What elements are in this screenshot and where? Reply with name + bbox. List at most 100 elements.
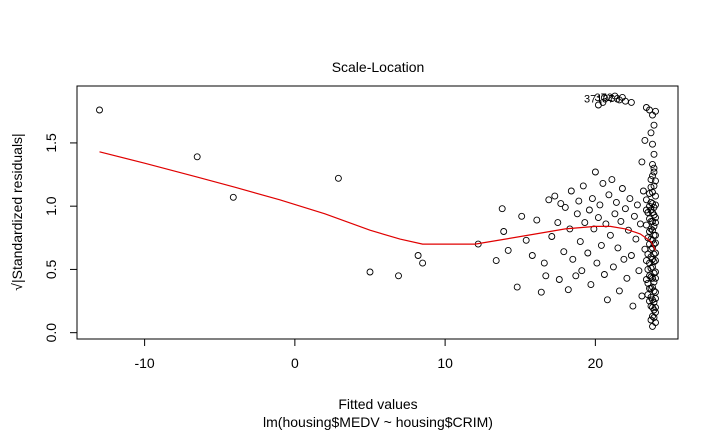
data-point (642, 221, 650, 229)
data-point (621, 205, 629, 213)
data-point (641, 136, 649, 144)
y-tick-label: 1.5 (43, 133, 59, 153)
data-point (500, 228, 508, 235)
data-point (96, 106, 103, 114)
data-point (617, 217, 625, 225)
data-point (638, 292, 646, 300)
data-point (636, 220, 644, 228)
data-point (419, 259, 427, 267)
labeled-data-point (600, 93, 608, 101)
data-point (649, 322, 656, 330)
data-point (649, 274, 656, 282)
data-point (540, 259, 548, 267)
data-point (623, 274, 631, 282)
data-point (334, 174, 342, 182)
data-point (193, 153, 201, 161)
data-point (618, 185, 626, 192)
point-label: 372 (595, 92, 613, 104)
x-axis-label: Fitted values (338, 396, 417, 412)
point-label: 371 (584, 93, 602, 105)
data-point (518, 212, 526, 220)
data-point (603, 296, 611, 304)
data-point (652, 107, 659, 115)
data-point (578, 267, 586, 275)
data-point (599, 179, 607, 187)
data-point (569, 255, 577, 263)
data-point (395, 272, 402, 280)
data-point (548, 233, 556, 240)
x-tick-label: 0 (291, 355, 299, 371)
data-point (649, 140, 656, 148)
x-axis: -10 0 10 20 (134, 338, 604, 371)
data-point (652, 177, 659, 185)
data-point (229, 193, 237, 201)
data-point (650, 250, 658, 258)
y-axis-label: √|Standardized residuals| (9, 133, 25, 290)
data-point (652, 274, 659, 282)
data-point (366, 268, 374, 276)
data-point (644, 291, 652, 299)
data-point (650, 168, 658, 176)
data-point (629, 302, 637, 310)
data-point (632, 235, 640, 243)
data-point (647, 264, 655, 272)
data-point (600, 271, 608, 278)
data-point (561, 203, 569, 211)
data-point (593, 259, 601, 267)
data-point (650, 121, 658, 129)
data-point (594, 214, 602, 222)
data-point (642, 276, 650, 283)
data-point (554, 219, 562, 227)
data-point (528, 252, 536, 259)
data-point (545, 196, 553, 204)
data-point (564, 286, 572, 294)
labeled-data-point (611, 92, 619, 100)
data-point (590, 225, 598, 233)
data-point (614, 244, 622, 252)
data-point (542, 272, 550, 280)
data-point (650, 269, 658, 277)
data-point (650, 164, 658, 172)
data-point (612, 198, 620, 206)
x-tick-label: -10 (134, 355, 154, 371)
model-formula-label: lm(housing$MEDV ~ housing$CRIM) (263, 414, 493, 430)
point-label: 373 (602, 93, 620, 105)
data-point (647, 225, 655, 233)
data-point (652, 192, 659, 200)
labeled-data-point (618, 93, 626, 101)
data-point (557, 200, 565, 208)
data-point (627, 252, 635, 259)
data-point (605, 191, 613, 199)
data-point (596, 201, 604, 209)
data-point (647, 316, 655, 324)
data-point (647, 129, 655, 137)
data-point (533, 216, 541, 224)
data-point (620, 255, 628, 263)
smooth-line (99, 151, 657, 251)
x-tick-label: 10 (437, 355, 453, 371)
data-point (611, 210, 619, 218)
y-tick-label: 0.5 (43, 259, 59, 279)
data-point (650, 231, 658, 239)
data-point (644, 265, 652, 273)
data-point (627, 98, 635, 106)
data-point (649, 200, 656, 208)
data-point (649, 172, 656, 180)
data-point (633, 201, 641, 209)
data-point (638, 158, 646, 166)
data-point (572, 272, 580, 280)
data-point (649, 312, 656, 320)
data-point (588, 195, 596, 203)
data-points (96, 92, 659, 330)
data-point (649, 296, 656, 304)
data-point (579, 182, 587, 190)
data-point (560, 248, 568, 256)
data-point (649, 217, 656, 225)
x-tick-label: 20 (588, 355, 604, 371)
data-point (639, 187, 647, 195)
data-point (646, 190, 653, 197)
data-point (551, 192, 559, 200)
data-point (522, 236, 530, 244)
data-point (647, 176, 655, 184)
